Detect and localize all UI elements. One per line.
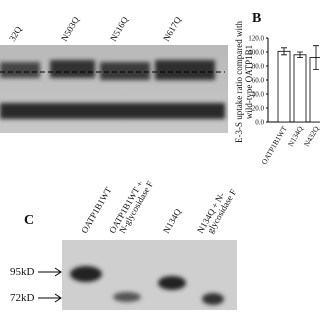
- x-tick-label: N432Q: [302, 124, 320, 148]
- bar: [309, 57, 320, 123]
- panel-label: C: [24, 213, 34, 228]
- lane-label: N516Q: [108, 15, 130, 43]
- y-tick-label: 0.0: [255, 119, 264, 127]
- blot-c-bands: [70, 266, 224, 305]
- x-tick-label: OATP1B1WT: [259, 124, 288, 166]
- lane-label: N617Q: [161, 15, 183, 43]
- blot-a-bands: [0, 60, 225, 119]
- lane-label: 32Q: [7, 24, 24, 43]
- panel-label: B: [252, 11, 261, 26]
- error-bar: [313, 45, 319, 70]
- lane-label: N134Q: [161, 207, 183, 235]
- lane-label: N503Q: [59, 15, 81, 43]
- bar-chart: 0.020.040.060.080.0100.0120.0OATP1B1WTN1…: [248, 35, 320, 166]
- y-tick-label: 20.0: [252, 105, 265, 113]
- bar: [277, 50, 291, 123]
- error-bar: [297, 51, 303, 58]
- blot-a: [0, 45, 228, 133]
- y-tick-label: 60.0: [252, 77, 265, 85]
- arrow: [38, 267, 62, 277]
- y-axis-label: wild-type OATP1B1: [244, 45, 254, 119]
- error-bar: [281, 47, 287, 56]
- y-tick-label: 40.0: [252, 91, 265, 99]
- y-tick-label: 80.0: [252, 63, 265, 71]
- arrow: [38, 293, 62, 303]
- y-tick-label: 100.0: [248, 49, 264, 57]
- bar: [293, 54, 307, 123]
- marker-label: 72kD: [10, 292, 35, 304]
- marker-label: 95kD: [10, 266, 35, 278]
- y-tick-label: 120.0: [248, 35, 264, 43]
- y-axis-label: E-3-S uptake ratio compared with: [234, 21, 244, 143]
